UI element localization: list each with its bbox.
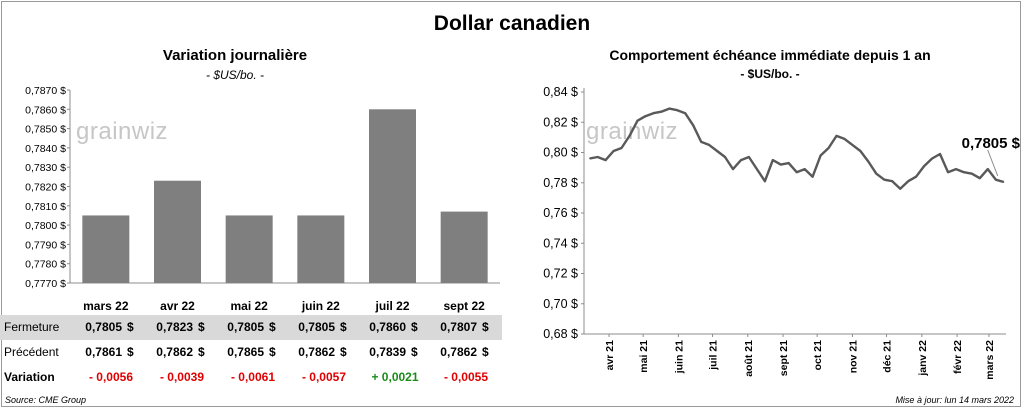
currency-symbol: $ xyxy=(340,345,347,359)
table-cell: 0,7807 xyxy=(440,320,477,334)
bar-y-tick-label: 0,7860 $ xyxy=(25,104,66,116)
currency-symbol: $ xyxy=(269,345,276,359)
currency-symbol: $ xyxy=(269,320,276,334)
table-cell: 0,7860 xyxy=(369,320,406,334)
bar-y-tick-label: 0,7820 $ xyxy=(25,182,66,194)
bar-chart-title: Variation journalière xyxy=(162,47,308,64)
table-row-precedent: Précédent $0,7861 $0,7862 $0,7865 $0,7862 $0,… xyxy=(0,340,502,365)
table-cell: 0,7823 xyxy=(156,320,193,334)
table-row-fermeture: Fermeture $0,7805 $0,7823 $0,7805 $0,7805 $0,… xyxy=(0,315,502,340)
bar-y-tick-label: 0,7830 $ xyxy=(25,162,66,174)
table-cell: 0,7805 xyxy=(227,320,264,334)
row-label: Fermeture xyxy=(4,320,60,334)
bar-y-tick-label: 0,7770 $ xyxy=(25,278,66,290)
bar-chart-subtitle: - $US/bo. - xyxy=(205,68,265,82)
currency-symbol: $ xyxy=(127,320,134,334)
update-note: Mise à jour: lun 14 mars 2022 xyxy=(895,395,1014,405)
bar-x-label: sept 22 xyxy=(443,299,485,313)
bar-x-label: juin 22 xyxy=(301,299,340,313)
watermark-logo: grainwiz xyxy=(76,118,169,145)
table-cell: 0,7862 xyxy=(298,345,335,359)
table-cell: 0,7865 xyxy=(227,345,264,359)
bar-juin-22 xyxy=(297,215,345,283)
table-cell: 0,7861 xyxy=(85,345,122,359)
table-row-variation: Variation - 0,0056 - 0,0039 - 0,0061 - 0,005… xyxy=(0,365,502,390)
bar-avr-22 xyxy=(154,180,201,283)
currency-symbol: $ xyxy=(198,320,205,334)
bar-y-tick-label: 0,7810 $ xyxy=(25,201,66,213)
line-chart-title: Comportement échéance immédiate depuis 1… xyxy=(609,47,931,63)
bar-y-tick-label: 0,7790 $ xyxy=(25,239,66,251)
bar-x-label: mai 22 xyxy=(230,299,268,313)
currency-symbol: $ xyxy=(482,320,489,334)
source-note: Source: CME Group xyxy=(5,395,87,405)
bar-y-tick-label: 0,7870 $ xyxy=(25,85,66,97)
bar-chart: 0,7770 $ 0,7780 $ 0,7790 $ 0,7800 $ 0,7810 $… xyxy=(25,85,500,313)
currency-symbol: $ xyxy=(482,345,489,359)
line-chart-subtitle: - $US/bo. - xyxy=(740,67,800,81)
bar-juil-22 xyxy=(369,109,416,283)
bar-x-label: avr 22 xyxy=(160,299,195,313)
table-cell: + 0,0021 xyxy=(371,370,419,384)
table-cell: 0,7805 xyxy=(85,320,122,334)
table-cell: - 0,0057 xyxy=(301,370,347,384)
row-label: Précédent xyxy=(4,345,59,359)
table-cell: 0,7839 xyxy=(369,345,406,359)
bar-y-tick-label: 0,7840 $ xyxy=(25,143,66,155)
currency-symbol: $ xyxy=(127,345,134,359)
bar-y-tick-label: 0,7800 $ xyxy=(25,220,66,232)
table-cell: 0,7805 xyxy=(298,320,335,334)
table-cell: 0,7862 xyxy=(440,345,477,359)
table-cell: - 0,0061 xyxy=(230,370,276,384)
bar-mars-22 xyxy=(82,215,130,283)
bar-y-tick-label: 0,7850 $ xyxy=(25,124,66,136)
table-cell: - 0,0056 xyxy=(88,370,134,384)
bar-x-label: mars 22 xyxy=(83,299,129,313)
table-cell: - 0,0055 xyxy=(443,370,489,384)
table-cell: - 0,0039 xyxy=(159,370,205,384)
currency-symbol: $ xyxy=(340,320,347,334)
table-cell: 0,7862 xyxy=(156,345,193,359)
row-label: Variation xyxy=(4,370,55,384)
watermark-logo-right: grainwiz xyxy=(586,118,679,145)
bar-x-label: juil 22 xyxy=(374,299,409,313)
bar-mai-22 xyxy=(225,215,273,283)
bar-y-tick-label: 0,7780 $ xyxy=(25,259,66,271)
page-title: Dollar canadien xyxy=(433,12,591,35)
currency-symbol: $ xyxy=(411,320,418,334)
currency-symbol: $ xyxy=(411,345,418,359)
currency-symbol: $ xyxy=(198,345,205,359)
bar-sept-22 xyxy=(440,211,488,283)
